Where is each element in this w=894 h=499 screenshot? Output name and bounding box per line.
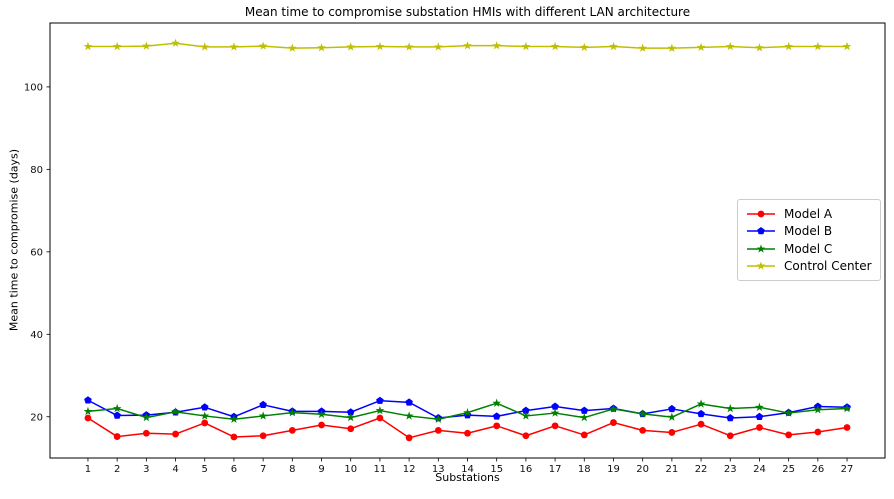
legend-item-model-b: Model B bbox=[745, 223, 874, 240]
svg-text:40: 40 bbox=[30, 330, 43, 341]
svg-text:14: 14 bbox=[461, 464, 474, 475]
svg-text:18: 18 bbox=[578, 464, 591, 475]
svg-text:24: 24 bbox=[753, 464, 766, 475]
legend-item-model-c: Model C bbox=[745, 240, 874, 257]
svg-text:20: 20 bbox=[636, 464, 649, 475]
legend-item-control-center: Control Center bbox=[745, 258, 874, 275]
svg-text:2: 2 bbox=[114, 464, 120, 475]
model-b-line-marker-icon bbox=[747, 227, 775, 235]
svg-text:10: 10 bbox=[344, 464, 357, 475]
svg-text:23: 23 bbox=[724, 464, 737, 475]
svg-text:100: 100 bbox=[24, 82, 43, 93]
svg-text:5: 5 bbox=[202, 464, 208, 475]
svg-text:17: 17 bbox=[549, 464, 562, 475]
svg-text:22: 22 bbox=[695, 464, 708, 475]
svg-text:7: 7 bbox=[260, 464, 266, 475]
svg-text:3: 3 bbox=[143, 464, 149, 475]
svg-text:20: 20 bbox=[30, 412, 43, 423]
svg-text:19: 19 bbox=[607, 464, 620, 475]
svg-text:25: 25 bbox=[782, 464, 795, 475]
x-axis-label: Substations bbox=[435, 471, 500, 484]
svg-text:16: 16 bbox=[520, 464, 533, 475]
legend-label: Model C bbox=[784, 241, 833, 256]
svg-text:12: 12 bbox=[403, 464, 416, 475]
legend-item-model-a: Model A bbox=[745, 205, 874, 222]
svg-text:6: 6 bbox=[231, 464, 237, 475]
svg-text:15: 15 bbox=[490, 464, 503, 475]
legend-label: Model B bbox=[784, 224, 833, 239]
model-a-line-marker-icon bbox=[747, 210, 775, 218]
svg-text:26: 26 bbox=[811, 464, 824, 475]
legend-label: Model A bbox=[784, 206, 833, 221]
model-c-line-marker-icon bbox=[747, 244, 775, 253]
svg-text:80: 80 bbox=[30, 165, 43, 176]
y-axis-label: Mean time to compromise (days) bbox=[7, 148, 21, 332]
svg-text:11: 11 bbox=[374, 464, 387, 475]
legend-label: Control Center bbox=[784, 259, 872, 274]
svg-text:13: 13 bbox=[432, 464, 445, 475]
svg-text:1: 1 bbox=[85, 464, 91, 475]
svg-text:4: 4 bbox=[172, 464, 178, 475]
legend: Model A Model B Model C Control Center bbox=[737, 199, 881, 281]
svg-text:21: 21 bbox=[666, 464, 679, 475]
svg-text:8: 8 bbox=[289, 464, 295, 475]
chart-title: Mean time to compromise substation HMIs … bbox=[244, 5, 691, 19]
svg-text:27: 27 bbox=[841, 464, 854, 475]
svg-text:9: 9 bbox=[318, 464, 324, 475]
svg-text:60: 60 bbox=[30, 247, 43, 258]
control-center-line-marker-icon bbox=[747, 261, 775, 270]
